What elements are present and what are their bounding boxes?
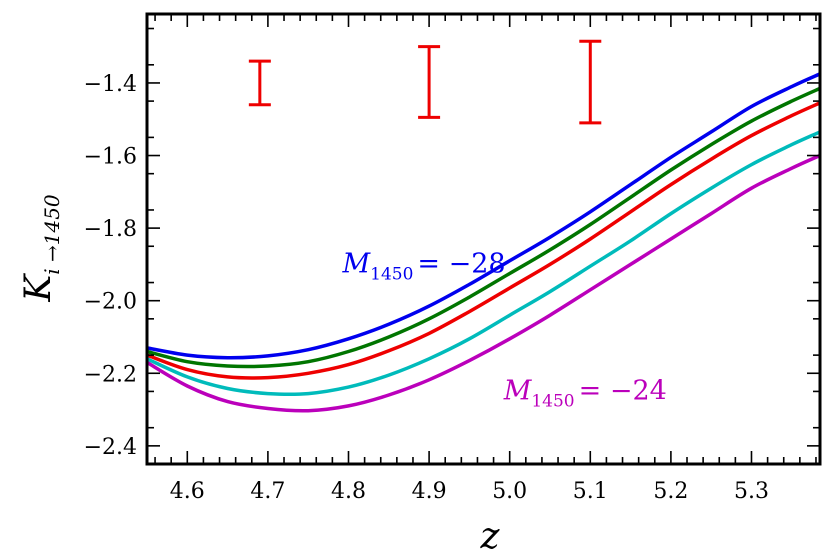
y-tick-label: −1.4 bbox=[84, 72, 137, 97]
series-line-5 bbox=[146, 153, 821, 413]
tick-layer: 4.6 4.7 4.8 4.9 5.0 5.1 5.2 5.3 −2.4 −2.2 −2.0 −1.8… bbox=[84, 14, 820, 504]
error-bar-1 bbox=[248, 59, 271, 107]
x-tick-label: 4.9 bbox=[412, 479, 447, 504]
y-tick-label: −2.4 bbox=[84, 435, 137, 460]
x-axis-label: z bbox=[480, 516, 501, 557]
error-bar-layer bbox=[248, 39, 602, 125]
plot-frame bbox=[145, 12, 822, 466]
x-tick-label: 4.8 bbox=[331, 479, 366, 504]
error-bar-2 bbox=[418, 45, 441, 119]
annotation-layer: M1450 = −28 M1450 = −24 bbox=[341, 249, 666, 412]
y-tick-label: −2.0 bbox=[84, 290, 137, 315]
series-layer bbox=[146, 72, 821, 413]
y-axis-label: Ki →1450 bbox=[18, 194, 64, 303]
y-tick-label: −1.6 bbox=[84, 145, 137, 170]
series-line-4 bbox=[146, 130, 821, 397]
x-tick-label: 5.0 bbox=[492, 479, 527, 504]
y-tick-label: −1.8 bbox=[84, 217, 137, 242]
x-tick-label: 5.1 bbox=[573, 479, 608, 504]
x-tick-label: 5.2 bbox=[653, 479, 688, 504]
series-annotation-2: M1450 = −24 bbox=[503, 376, 667, 412]
error-bar-3 bbox=[579, 39, 602, 125]
x-tick-label: 4.6 bbox=[170, 479, 205, 504]
x-tick-label: 5.3 bbox=[734, 479, 769, 504]
y-tick-label: −2.2 bbox=[84, 362, 137, 387]
series-line-3 bbox=[146, 101, 821, 380]
x-tick-label: 4.7 bbox=[250, 479, 285, 504]
series-annotation-1: M1450 = −28 bbox=[341, 249, 505, 285]
y-axis-label-main: K bbox=[18, 273, 59, 303]
svg-text:Ki →1450: Ki →1450 bbox=[18, 194, 64, 303]
y-axis-label-sub: i →1450 bbox=[40, 194, 64, 275]
series-line-2 bbox=[146, 86, 821, 369]
series-line-1 bbox=[146, 72, 821, 360]
